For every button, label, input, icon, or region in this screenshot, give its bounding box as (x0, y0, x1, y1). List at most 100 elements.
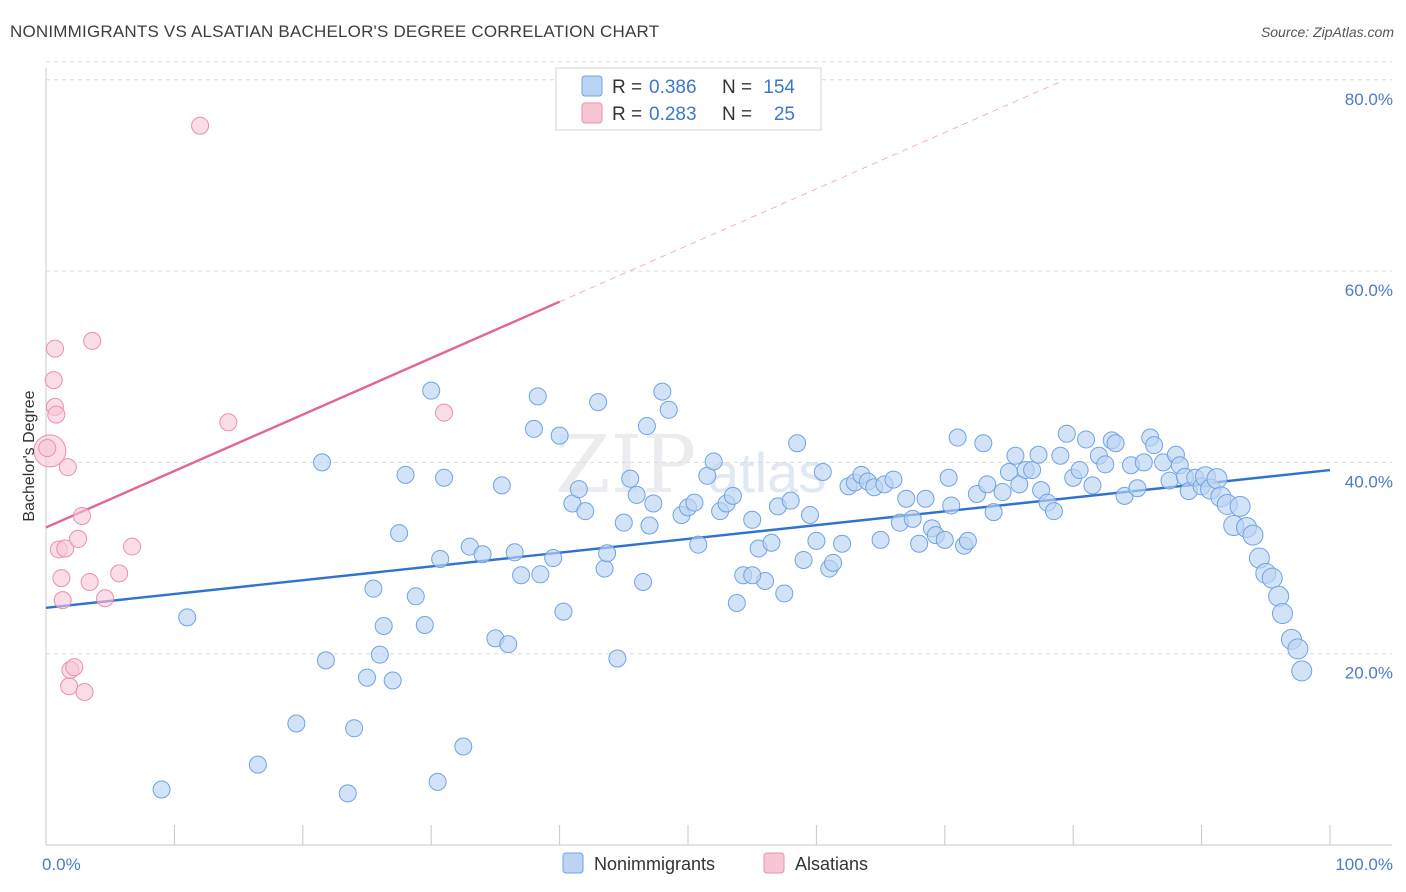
point-nonimmigrants-2 (248, 755, 267, 774)
point-nonimmigrants-5 (316, 651, 335, 670)
chart-title: NONIMMIGRANTS VS ALSATIAN BACHELOR'S DEG… (10, 22, 660, 41)
point-nonimmigrants-23 (473, 545, 492, 564)
point-nonimmigrants-71 (800, 506, 819, 525)
legend-r-label-1: R = (612, 104, 642, 125)
point-nonimmigrants-7 (345, 719, 364, 738)
point-nonimmigrants-67 (775, 584, 794, 603)
point-nonimmigrants-3 (287, 714, 306, 733)
point-nonimmigrants-99 (974, 434, 993, 453)
point-nonimmigrants-17 (422, 381, 441, 400)
point-nonimmigrants-54 (689, 535, 708, 554)
point-nonimmigrants-127 (1145, 436, 1164, 455)
point-nonimmigrants-47 (640, 516, 659, 535)
point-nonimmigrants-119 (1096, 455, 1115, 474)
legend-n-label-0: N = (722, 77, 752, 98)
point-nonimmigrants-69 (788, 434, 807, 453)
point-alsatians-23 (435, 403, 454, 422)
point-nonimmigrants-93 (939, 468, 958, 487)
point-nonimmigrants-8 (358, 668, 376, 687)
point-nonimmigrants-82 (871, 530, 890, 549)
point-nonimmigrants-37 (576, 502, 595, 521)
point-nonimmigrants-84 (884, 470, 903, 489)
point-alsatians-22 (219, 413, 238, 432)
point-nonimmigrants-62 (743, 510, 762, 529)
point-nonimmigrants-14 (396, 465, 415, 484)
point-alsatians-20 (123, 537, 142, 556)
point-nonimmigrants-11 (374, 616, 393, 635)
point-nonimmigrants-149 (1271, 603, 1293, 625)
point-nonimmigrants-45 (634, 572, 653, 591)
x-tick-label-0: 0.0% (42, 855, 81, 874)
point-nonimmigrants-20 (435, 468, 454, 487)
point-nonimmigrants-12 (383, 671, 402, 690)
legend-r-value-1: 0.283 (649, 104, 697, 125)
point-nonimmigrants-104 (1006, 446, 1025, 465)
point-alsatians-14 (72, 506, 91, 525)
series-legend: Nonimmigrants Alsatians (562, 852, 868, 874)
bottom-legend-swatch-alsatians (763, 852, 785, 874)
point-nonimmigrants-101 (984, 503, 1003, 522)
point-nonimmigrants-49 (653, 382, 672, 401)
point-alsatians-10 (60, 677, 79, 696)
grid-lines (46, 61, 1392, 655)
bottom-legend-label-nonimmigrants: Nonimmigrants (594, 854, 715, 874)
point-nonimmigrants-65 (762, 533, 781, 552)
y-tick-label-80: 80.0% (1345, 90, 1393, 109)
point-nonimmigrants-102 (993, 483, 1012, 502)
point-nonimmigrants-46 (637, 417, 656, 436)
point-alsatians-1 (44, 371, 63, 390)
point-nonimmigrants-41 (608, 649, 627, 668)
y-tick-label-20: 20.0% (1345, 664, 1393, 683)
point-nonimmigrants-76 (833, 534, 852, 553)
legend-n-value-1: 25 (774, 104, 795, 125)
point-nonimmigrants-1 (178, 608, 197, 627)
point-nonimmigrants-147 (1261, 567, 1283, 589)
trend-line-alsatians-extension (559, 81, 1061, 303)
bottom-legend-swatch-nonimmigrants (562, 852, 584, 874)
point-nonimmigrants-43 (621, 469, 640, 488)
point-nonimmigrants-138 (1206, 468, 1228, 490)
point-nonimmigrants-152 (1291, 660, 1313, 682)
trend-line-alsatians (45, 300, 561, 529)
y-tick-label-40: 40.0% (1345, 472, 1393, 491)
point-alsatians-9 (58, 458, 77, 477)
point-nonimmigrants-19 (431, 550, 450, 569)
point-nonimmigrants-97 (958, 531, 977, 550)
point-nonimmigrants-86 (897, 489, 916, 508)
point-nonimmigrants-153 (743, 566, 762, 585)
point-nonimmigrants-100 (978, 475, 997, 494)
legend-r-value-0: 0.386 (649, 77, 697, 98)
point-nonimmigrants-59 (723, 486, 742, 505)
point-nonimmigrants-88 (910, 534, 929, 553)
point-nonimmigrants-6 (338, 784, 357, 803)
point-nonimmigrants-10 (370, 645, 389, 664)
point-nonimmigrants-142 (1229, 495, 1251, 517)
point-nonimmigrants-33 (550, 426, 569, 445)
point-nonimmigrants-34 (554, 602, 573, 621)
point-nonimmigrants-50 (659, 400, 678, 419)
trend-lines (45, 81, 1331, 609)
point-nonimmigrants-44 (627, 485, 646, 504)
point-nonimmigrants-116 (1077, 430, 1096, 449)
point-nonimmigrants-40 (598, 544, 617, 563)
point-nonimmigrants-60 (727, 594, 746, 613)
point-nonimmigrants-121 (1106, 434, 1125, 453)
point-nonimmigrants-151 (1287, 638, 1309, 660)
point-alsatians-7 (53, 591, 72, 610)
legend-swatch-nonimmigrants (581, 75, 603, 97)
y-axis-title: Bachelor's Degree (21, 390, 38, 521)
point-alsatians-15 (75, 682, 94, 701)
trend-line-nonimmigrants (45, 468, 1331, 609)
point-nonimmigrants-111 (1044, 502, 1063, 521)
point-nonimmigrants-4 (313, 453, 332, 472)
legend-n-value-0: 154 (763, 77, 795, 98)
legend-r-label-0: R = (612, 77, 642, 98)
point-nonimmigrants-89 (916, 489, 935, 508)
point-nonimmigrants-112 (1051, 446, 1070, 465)
point-nonimmigrants-21 (454, 737, 473, 756)
point-nonimmigrants-30 (528, 387, 547, 406)
point-alsatians-13 (69, 529, 88, 548)
point-nonimmigrants-68 (781, 491, 800, 510)
point-nonimmigrants-42 (614, 513, 633, 532)
x-tick-label-1: 100.0% (1335, 855, 1393, 874)
